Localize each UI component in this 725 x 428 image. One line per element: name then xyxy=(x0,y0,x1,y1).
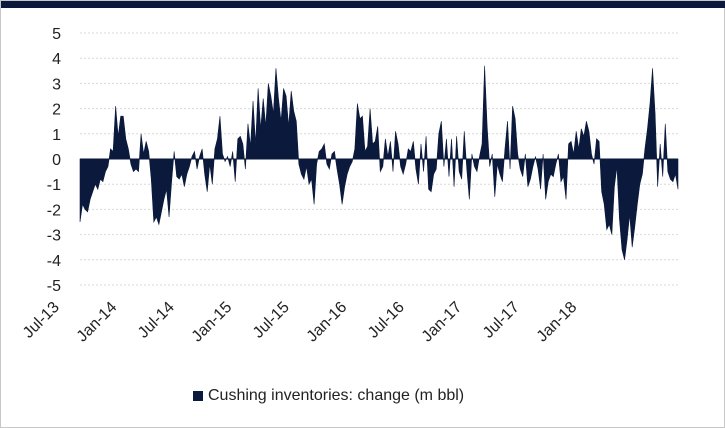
x-tick-label: Jul-13 xyxy=(20,299,63,342)
top-accent-bar xyxy=(1,1,725,8)
y-tick-label: 1 xyxy=(52,127,61,144)
y-tick-label: 4 xyxy=(52,51,61,68)
y-tick-label: -2 xyxy=(47,202,61,219)
x-tick-label: Jul-17 xyxy=(480,299,523,342)
y-tick-label: 3 xyxy=(52,76,61,93)
x-tick-label: Jan-14 xyxy=(74,299,121,346)
x-tick-label: Jul-16 xyxy=(365,299,408,342)
y-axis-tick-labels: 5 4 3 2 1 0 -1 -2 -3 -4 -5 xyxy=(47,26,61,295)
x-tick-label: Jan-16 xyxy=(304,299,351,346)
x-tick-label: Jul-14 xyxy=(135,299,178,342)
y-tick-label: -1 xyxy=(47,177,61,194)
legend: Cushing inventories: change (m bbl) xyxy=(193,386,464,406)
legend-label: Cushing inventories: change (m bbl) xyxy=(208,387,465,404)
y-tick-label: -4 xyxy=(47,253,61,270)
y-tick-label: -5 xyxy=(47,278,61,295)
x-tick-label: Jul-15 xyxy=(250,299,293,342)
x-tick-label: Jan-17 xyxy=(419,299,466,346)
x-tick-label: Jan-18 xyxy=(534,299,581,346)
x-tick-label: Jan-15 xyxy=(189,299,236,346)
y-tick-label: 2 xyxy=(52,102,61,119)
y-tick-label: 5 xyxy=(52,26,61,43)
y-tick-label: 0 xyxy=(52,152,61,169)
legend-swatch xyxy=(193,391,203,401)
y-tick-label: -3 xyxy=(47,228,61,245)
series-area xyxy=(79,65,679,260)
x-axis-tick-labels: Jul-13 Jan-14 Jul-14 Jan-15 Jul-15 Jan-16 Jul-… xyxy=(20,299,580,346)
